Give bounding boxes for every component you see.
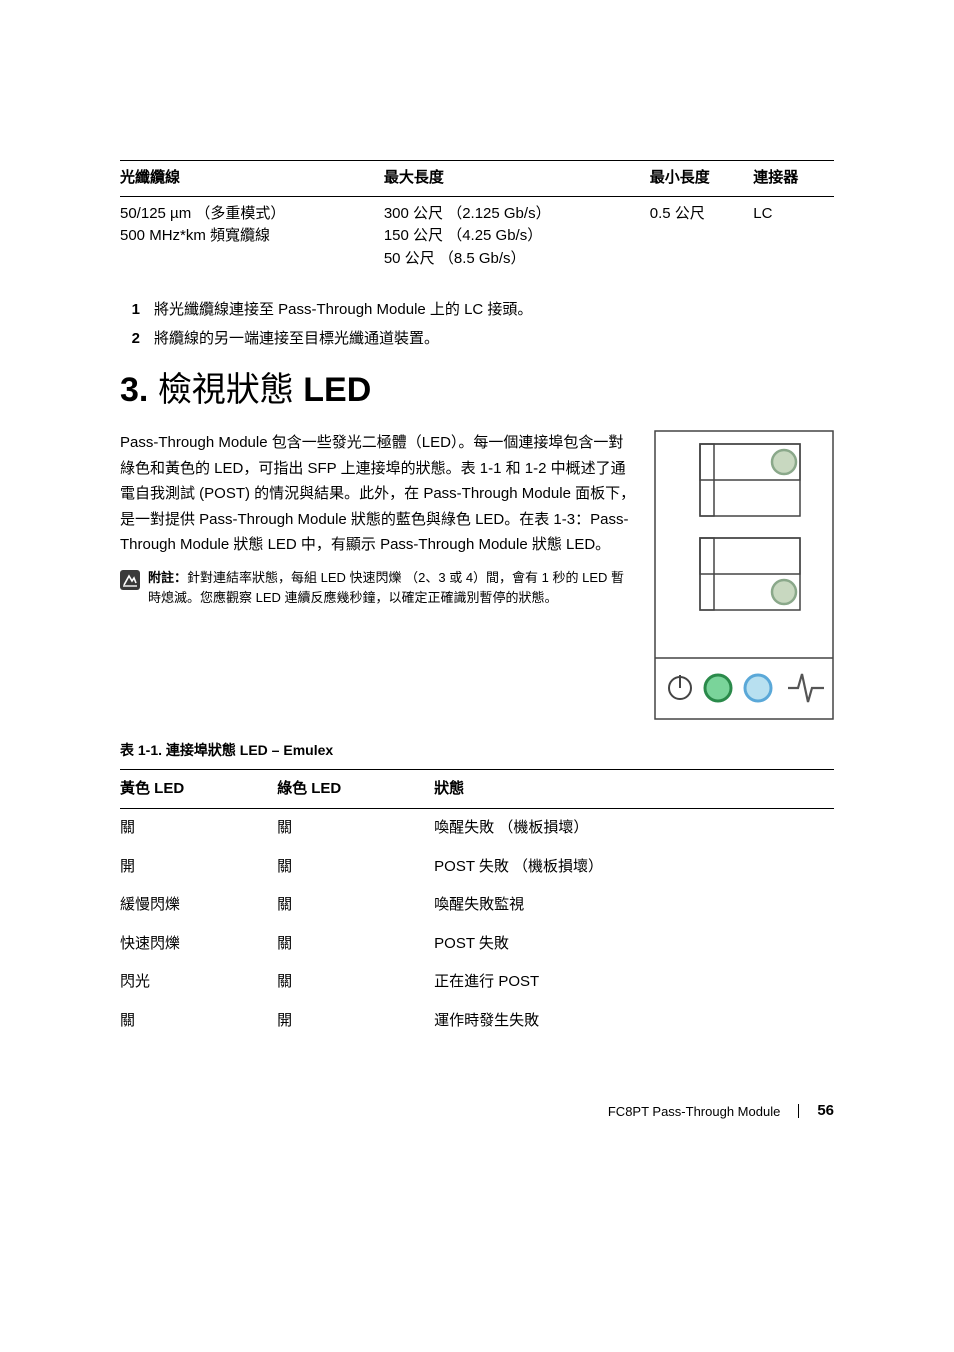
cable-row: 50/125 µm （多重模式） 500 MHz*km 頻寬纜線 300 公尺 … (120, 196, 834, 276)
footer-title: FC8PT Pass-Through Module (608, 1102, 780, 1122)
step-number: 1 (120, 299, 154, 322)
led-table-cell: 關 (120, 1002, 277, 1041)
led-table-cell: 關 (277, 886, 434, 925)
led-table-row: 關開運作時發生失敗 (120, 1002, 834, 1041)
cable-header-fiber: 光纖纜線 (120, 161, 384, 197)
led-table-cell: 關 (277, 848, 434, 887)
led-table-cell: 運作時發生失敗 (434, 1002, 834, 1041)
step-text: 將光纖纜線連接至 Pass-Through Module 上的 LC 接頭。 (154, 299, 532, 322)
step-item: 1 將光纖纜線連接至 Pass-Through Module 上的 LC 接頭。 (120, 296, 834, 325)
footer-page-number: 56 (817, 1100, 834, 1123)
led-table-row: 閃光關正在進行 POST (120, 963, 834, 1002)
led-table-cell: POST 失敗 (434, 925, 834, 964)
step-item: 2 將纜線的另一端連接至目標光纖通道裝置。 (120, 325, 834, 354)
led-status-table: 黃色 LED 綠色 LED 狀態 關關喚醒失敗 （機板損壞）開關POST 失敗 … (120, 769, 834, 1041)
led-table-cell: 關 (120, 809, 277, 848)
led-table-row: 關關喚醒失敗 （機板損壞） (120, 809, 834, 848)
led-table-row: 開關POST 失敗 （機板損壞） (120, 848, 834, 887)
led-table-cell: 喚醒失敗監視 (434, 886, 834, 925)
cable-max-l3: 50 公尺 （8.5 Gb/s） (384, 250, 526, 267)
led-table-row: 快速閃爍關POST 失敗 (120, 925, 834, 964)
footer-separator (798, 1104, 799, 1118)
heading-latin: LED (294, 371, 371, 409)
page-footer: FC8PT Pass-Through Module 56 (120, 1100, 834, 1123)
cable-type-l2: 500 MHz*km 頻寬纜線 (120, 227, 270, 244)
led-table-cell: 閃光 (120, 963, 277, 1002)
led-table-cell: 開 (277, 1002, 434, 1041)
cable-max-l1: 300 公尺 （2.125 Gb/s） (384, 205, 551, 222)
heading-cjk: 檢視狀態 (158, 372, 294, 409)
cable-max-l2: 150 公尺 （4.25 Gb/s） (384, 227, 542, 244)
heading-number: 3. (120, 371, 148, 409)
steps-list: 1 將光纖纜線連接至 Pass-Through Module 上的 LC 接頭。… (120, 296, 834, 353)
note-icon (120, 570, 140, 590)
cable-min: 0.5 公尺 (650, 196, 754, 276)
led-header-yellow: 黃色 LED (120, 769, 277, 809)
cable-header-max: 最大長度 (384, 161, 650, 197)
led-header-status: 狀態 (434, 769, 834, 809)
note-block: 附註：針對連結率狀態，每組 LED 快速閃爍 （2、3 或 4）間，會有 1 秒… (120, 568, 636, 610)
led-table-row: 緩慢閃爍關喚醒失敗監視 (120, 886, 834, 925)
cable-header-min: 最小長度 (650, 161, 754, 197)
led-table-cell: POST 失敗 （機板損壞） (434, 848, 834, 887)
step-number: 2 (120, 328, 154, 351)
led-table-cell: 開 (120, 848, 277, 887)
led-table-caption: 表 1-1. 連接埠狀態 LED – Emulex (120, 740, 834, 761)
led-table-cell: 快速閃爍 (120, 925, 277, 964)
section-heading: 3. 檢視狀態 LED (120, 365, 834, 416)
cable-type-l1: 50/125 µm （多重模式） (120, 205, 285, 222)
note-text: 附註：針對連結率狀態，每組 LED 快速閃爍 （2、3 或 4）間，會有 1 秒… (148, 568, 636, 610)
led-table-cell: 關 (277, 925, 434, 964)
led-description-paragraph: Pass-Through Module 包含一些發光二極體（LED）。每一個連接… (120, 430, 636, 558)
note-label: 附註： (148, 570, 187, 585)
led-table-cell: 緩慢閃爍 (120, 886, 277, 925)
cable-spec-table: 光纖纜線 最大長度 最小長度 連接器 50/125 µm （多重模式） 500 … (120, 160, 834, 276)
step-text: 將纜線的另一端連接至目標光纖通道裝置。 (154, 328, 439, 351)
module-diagram (654, 430, 834, 728)
note-body: 針對連結率狀態，每組 LED 快速閃爍 （2、3 或 4）間，會有 1 秒的 L… (148, 570, 624, 606)
led-header-green: 綠色 LED (277, 769, 434, 809)
led-table-cell: 正在進行 POST (434, 963, 834, 1002)
cable-connector: LC (753, 196, 834, 276)
led-table-cell: 關 (277, 809, 434, 848)
led-table-cell: 喚醒失敗 （機板損壞） (434, 809, 834, 848)
led-table-cell: 關 (277, 963, 434, 1002)
cable-header-connector: 連接器 (753, 161, 834, 197)
